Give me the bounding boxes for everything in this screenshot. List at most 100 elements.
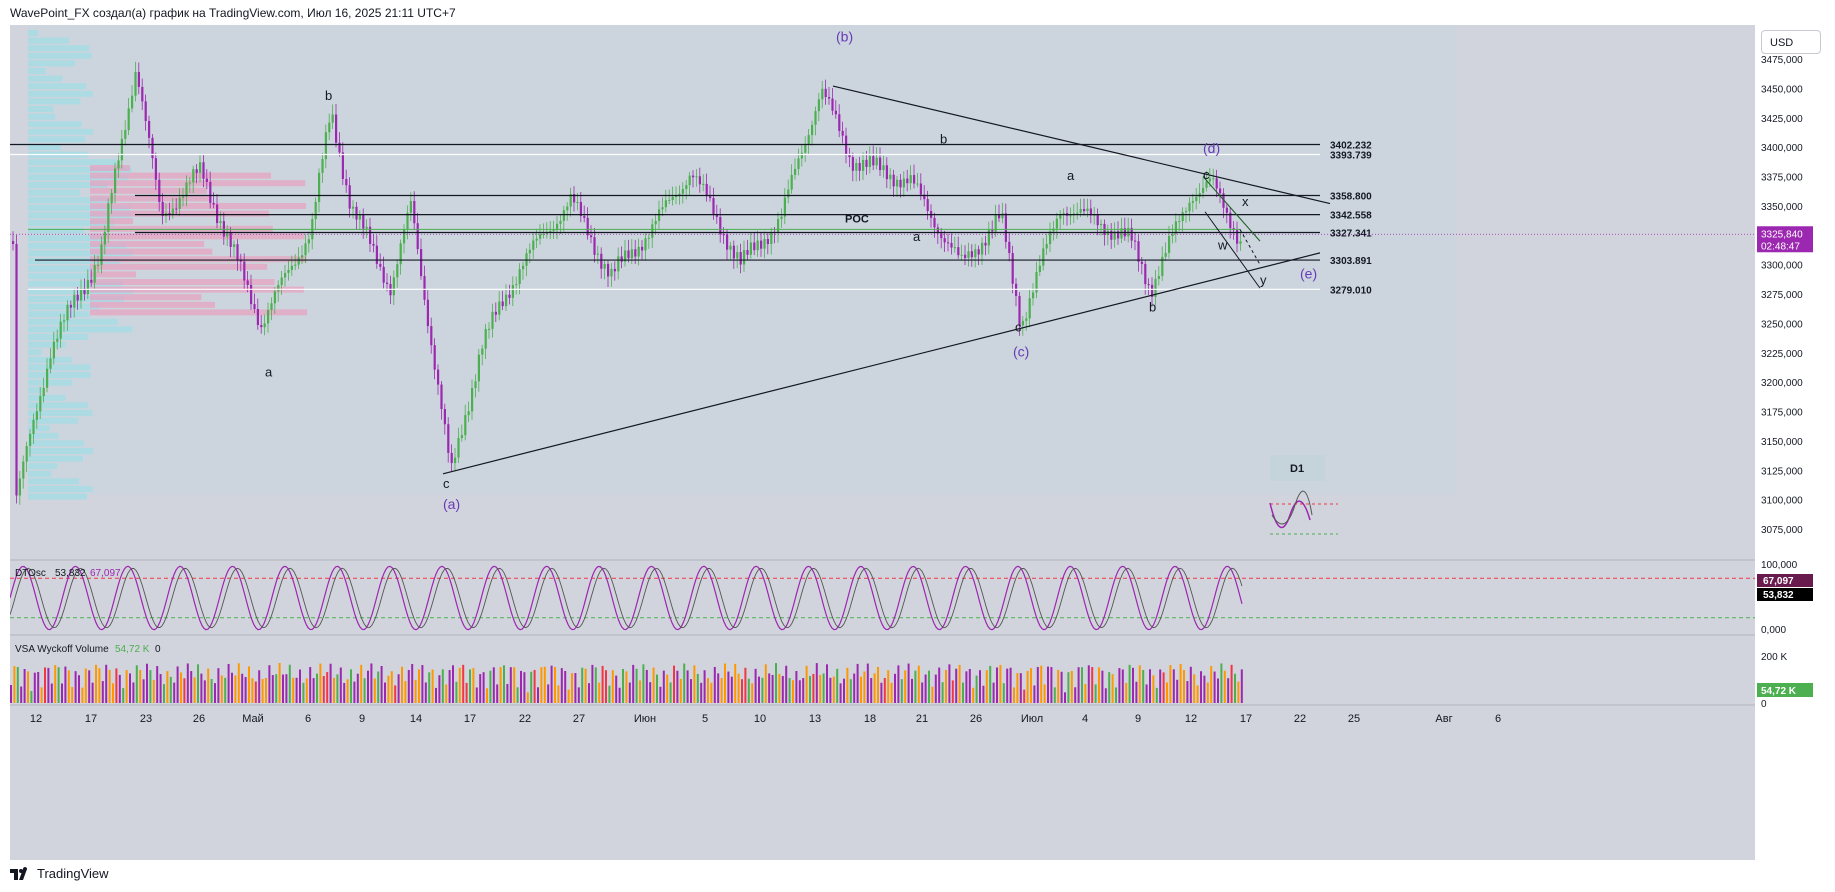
candle-body <box>828 96 831 99</box>
candle-body <box>528 249 531 254</box>
candle-body <box>583 216 586 218</box>
volume-bar <box>948 664 951 703</box>
candle-body <box>641 246 644 251</box>
candle-body <box>634 249 637 257</box>
volume-bar <box>537 687 539 703</box>
volume-bar <box>516 687 519 703</box>
candle-body <box>117 160 120 169</box>
candle-body <box>63 320 66 322</box>
price-levels: 3402.2323393.7393358.8003342.5583327.341… <box>10 141 1755 296</box>
candle-body <box>195 169 198 173</box>
candle-body <box>471 388 474 412</box>
price-tick: 3075,000 <box>1761 525 1803 536</box>
candle-body <box>576 201 579 203</box>
volume-bar <box>839 683 842 703</box>
candle-body <box>243 261 246 281</box>
candle-body <box>600 253 603 269</box>
volume-bar <box>265 677 267 703</box>
volume-bar <box>883 678 886 703</box>
wave-labels: a b c (a) (b) b a c (c) a b c (d) x w y (e) <box>265 28 1317 512</box>
candle-body <box>440 384 443 410</box>
volume-bar <box>224 677 227 703</box>
volume-bar <box>428 672 431 703</box>
volume-bar <box>1145 684 1148 703</box>
currency-button[interactable]: USD <box>1761 30 1821 54</box>
volume-bar <box>1087 665 1090 703</box>
candle-body <box>1134 240 1137 242</box>
osc-line-2 <box>9 567 1243 629</box>
candle-body <box>114 168 117 193</box>
current-price-tag-bg <box>1757 226 1813 253</box>
candle-body <box>56 338 59 342</box>
volume-bar <box>611 670 614 703</box>
volume-bar <box>764 664 767 703</box>
volume-bar <box>91 682 94 703</box>
volume-bar <box>1193 674 1196 703</box>
volume-bar <box>958 664 961 703</box>
candle-body <box>341 152 344 179</box>
volume-bar <box>20 686 23 703</box>
volume-bar <box>822 673 825 703</box>
trendlines <box>442 85 1331 475</box>
time-label: 23 <box>140 713 152 725</box>
volume-bar <box>1155 687 1158 703</box>
candle-body <box>923 194 926 200</box>
price-tick: 3350,000 <box>1761 202 1803 213</box>
candle-body <box>875 157 878 166</box>
volume-bar <box>965 671 968 703</box>
volume-bar <box>132 682 135 703</box>
candle-body <box>671 196 674 200</box>
price-tick: 3400,000 <box>1761 143 1803 154</box>
time-label: 13 <box>809 713 821 725</box>
candle-body <box>566 206 569 211</box>
candle-body <box>1079 208 1082 213</box>
candle-body <box>926 199 929 212</box>
candle-body <box>25 445 28 462</box>
price-tick: 3200,000 <box>1761 378 1803 389</box>
volume-bar <box>829 677 832 703</box>
time-label: 10 <box>754 713 766 725</box>
volume-bar <box>47 667 50 703</box>
candle-body <box>1055 218 1058 229</box>
volume-bar <box>285 674 288 703</box>
time-label: Июн <box>634 713 656 725</box>
candle-body <box>35 411 38 420</box>
volume-profile-bar-sell <box>90 203 306 209</box>
candle-body <box>936 227 939 234</box>
mini-osc-line <box>1269 500 1311 529</box>
volume-bar <box>771 674 774 703</box>
candle-body <box>477 354 480 382</box>
candle-body <box>209 181 212 203</box>
candle-body <box>987 230 990 246</box>
candle-body <box>1018 295 1021 326</box>
chart-area[interactable]: 3402.232 3393.739 3358.800 3342.558 3327.341… <box>9 25 1755 860</box>
candle-body <box>297 257 300 265</box>
price-scale[interactable]: 3475,000 3450,000 3425,000 3400,000 3375,000… <box>1755 25 1835 860</box>
volume-bar <box>78 675 80 703</box>
candle-body <box>1202 187 1205 194</box>
volume-profile-bar <box>28 486 93 492</box>
main-chart-svg[interactable]: 3402.2323393.7393358.8003342.5583327.341… <box>9 25 1755 860</box>
volume-bar <box>234 675 237 703</box>
volume-bar <box>792 680 794 703</box>
tradingview-logo[interactable]: TradingView <box>10 866 109 881</box>
candle-body <box>188 182 191 184</box>
volume-profile-bar <box>28 311 90 318</box>
volume-name: VSA Wyckoff Volume <box>15 644 109 655</box>
candle-body <box>426 299 429 327</box>
candle-body <box>1144 263 1147 285</box>
volume-bar <box>693 665 696 703</box>
candle-body <box>505 294 508 307</box>
candle-body <box>763 238 766 249</box>
candle-body <box>1212 178 1215 180</box>
candle-body <box>1025 318 1028 321</box>
volume-bar <box>350 669 352 703</box>
candle-body <box>879 157 882 171</box>
candle-body <box>940 233 943 239</box>
volume-bar <box>486 688 488 703</box>
candle-body <box>409 200 412 213</box>
volume-bar <box>571 673 573 703</box>
candle-body <box>685 185 688 190</box>
volume-bar <box>1040 665 1043 703</box>
candle-body <box>335 114 338 143</box>
